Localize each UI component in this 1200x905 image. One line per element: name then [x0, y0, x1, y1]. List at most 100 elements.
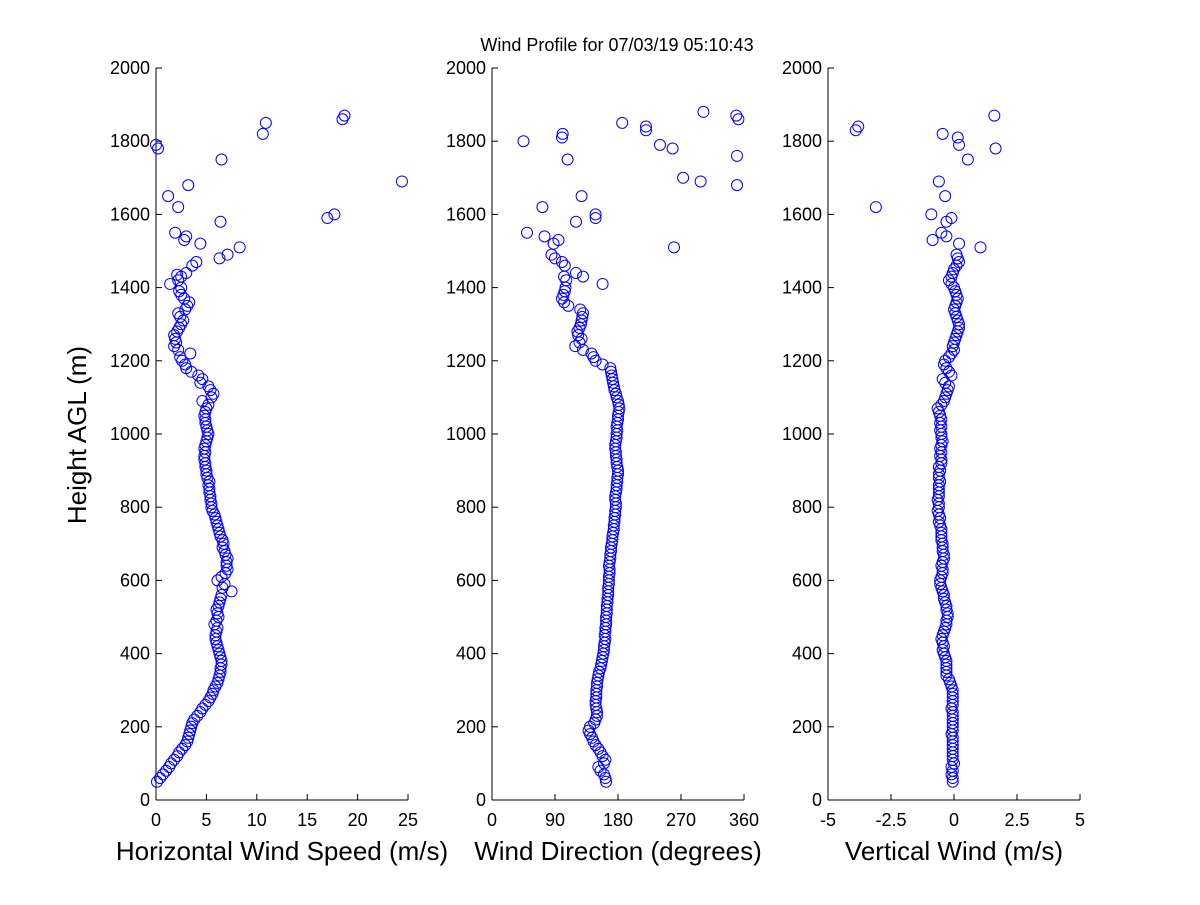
horizontal-wind-speed-y-tick-label: 400	[120, 644, 150, 664]
horizontal-wind-speed-data-point	[215, 153, 228, 166]
horizontal-wind-speed-x-tick-label: 5	[201, 810, 211, 830]
vertical-wind-y-tick-label: 400	[792, 644, 822, 664]
horizontal-wind-speed-data-point	[196, 373, 209, 386]
horizontal-wind-speed-x-tick-label: 15	[297, 810, 317, 830]
vertical-wind-data-point	[925, 208, 938, 221]
wind-direction-data-point	[585, 347, 598, 360]
vertical-wind-data-point	[946, 687, 959, 700]
vertical-wind-x-tick-label: -5	[820, 810, 836, 830]
wind-direction-x-tick-label: 270	[666, 810, 696, 830]
wind-direction-data-point	[697, 105, 710, 118]
wind-direction-data-point	[572, 329, 585, 342]
wind-direction-data-point	[574, 303, 587, 316]
wind-direction-data-point	[571, 325, 584, 338]
horizontal-wind-speed-y-tick-label: 600	[120, 570, 150, 590]
horizontal-wind-speed-data-point	[338, 109, 351, 122]
wind-direction-data-point	[732, 113, 745, 126]
vertical-wind-y-tick-label: 200	[792, 717, 822, 737]
wind-direction-data-point	[694, 175, 707, 188]
vertical-wind-y-tick-label: 0	[812, 790, 822, 810]
wind-direction-data-point	[616, 116, 629, 129]
vertical-wind-data-point	[935, 398, 948, 411]
wind-direction-data-point	[605, 369, 618, 382]
wind-direction-data-point	[576, 310, 589, 323]
figure-title: Wind Profile for 07/03/19 05:10:43	[480, 35, 753, 55]
wind-direction-data-point	[552, 234, 565, 247]
horizontal-wind-speed-data-point	[180, 266, 193, 279]
horizontal-wind-speed-data-point	[259, 116, 272, 129]
vertical-wind-y-tick-label: 600	[792, 570, 822, 590]
wind-direction-x-tick-label: 90	[545, 810, 565, 830]
vertical-wind-data-point	[953, 237, 966, 250]
wind-direction-y-tick-label: 1200	[446, 351, 486, 371]
wind-direction-data-point	[731, 149, 743, 162]
vertical-wind-data-point	[989, 142, 1002, 155]
wind-direction-data-point	[604, 362, 617, 375]
vertical-wind-y-tick-label: 1200	[782, 351, 822, 371]
wind-direction-data-point	[610, 391, 623, 404]
horizontal-wind-speed-data-point	[182, 179, 195, 192]
vertical-wind-panel: 0 200 400 600 800 1000 1200 1400 1600 1800 2000 -5 -…	[782, 58, 1085, 866]
horizontal-wind-speed-data-point	[172, 343, 185, 356]
horizontal-wind-speed-data-point	[214, 215, 227, 228]
wind-direction-data-point	[591, 673, 604, 686]
wind-direction-data-point	[536, 201, 549, 214]
horizontal-wind-speed-data-point	[211, 574, 224, 587]
y-axis-label: Height AGL (m)	[62, 346, 92, 524]
wind-direction-data-point	[596, 750, 609, 763]
vertical-wind-data-point	[935, 526, 948, 539]
wind-direction-data-point	[538, 230, 551, 243]
horizontal-wind-speed-x-tick-label: 20	[348, 810, 368, 830]
wind-direction-data-point	[668, 241, 680, 254]
horizontal-wind-speed-x-tick-label: 10	[247, 810, 267, 830]
vertical-wind-data-point	[936, 373, 949, 386]
horizontal-wind-speed-data-point	[165, 757, 178, 770]
vertical-wind-data-point	[940, 362, 953, 375]
vertical-wind-data-point	[950, 248, 963, 261]
horizontal-wind-speed-y-tick-label: 1200	[110, 351, 150, 371]
vertical-wind-x-tick-label: -2.5	[875, 810, 906, 830]
wind-direction-data-point	[575, 190, 588, 203]
horizontal-wind-speed-x-tick-label: 25	[398, 810, 418, 830]
wind-direction-data-point	[556, 255, 568, 268]
horizontal-wind-speed-data-point	[152, 142, 165, 155]
wind-direction-data-point	[666, 142, 679, 155]
wind-direction-data-point	[596, 277, 609, 290]
vertical-wind-y-tick-label: 2000	[782, 58, 822, 78]
vertical-wind-data-point	[945, 212, 958, 225]
horizontal-wind-speed-data-point	[192, 369, 205, 382]
wind-direction-data-point	[587, 351, 600, 364]
horizontal-wind-speed-data-point	[184, 347, 197, 360]
vertical-wind-data-point	[934, 578, 947, 591]
wind-direction-data-point	[556, 127, 569, 140]
wind-direction-data-point	[613, 402, 626, 415]
vertical-wind-y-tick-label: 1000	[782, 424, 822, 444]
horizontal-wind-speed-data-point	[162, 190, 175, 203]
vertical-wind-data-point	[869, 201, 882, 214]
vertical-wind-x-tick-label: 5	[1075, 810, 1085, 830]
horizontal-wind-speed-y-tick-label: 200	[120, 717, 150, 737]
wind-direction-y-tick-label: 1400	[446, 278, 486, 298]
horizontal-wind-speed-data-point	[194, 237, 207, 250]
horizontal-wind-speed-data-point	[202, 398, 215, 411]
wind-direction-data-point	[654, 138, 666, 151]
horizontal-wind-speed-data-point	[215, 570, 228, 583]
horizontal-wind-speed-data-point	[169, 226, 182, 239]
vertical-wind-data-point	[940, 603, 953, 616]
vertical-wind-y-tick-label: 800	[792, 497, 822, 517]
wind-direction-y-tick-label: 1000	[446, 424, 486, 444]
horizontal-wind-speed-x-tick-label: 0	[151, 810, 161, 830]
wind-direction-y-tick-label: 1600	[446, 204, 486, 224]
horizontal-wind-speed-data-point	[172, 201, 185, 214]
vertical-wind-y-tick-label: 1400	[782, 278, 822, 298]
vertical-wind-data-point	[849, 124, 862, 137]
horizontal-wind-speed-data-point	[186, 259, 199, 272]
vertical-wind-data-point	[940, 230, 953, 243]
vertical-wind-y-tick-label: 1800	[782, 131, 822, 151]
vertical-wind-data-point	[988, 109, 1001, 122]
wind-direction-data-point	[556, 131, 568, 144]
wind-direction-panel: 0 200 400 600 800 1000 1200 1400 1600 1800 2000 0 90…	[446, 58, 762, 866]
horizontal-wind-speed-data-point	[154, 772, 167, 785]
horizontal-wind-speed-data-point	[221, 248, 234, 261]
